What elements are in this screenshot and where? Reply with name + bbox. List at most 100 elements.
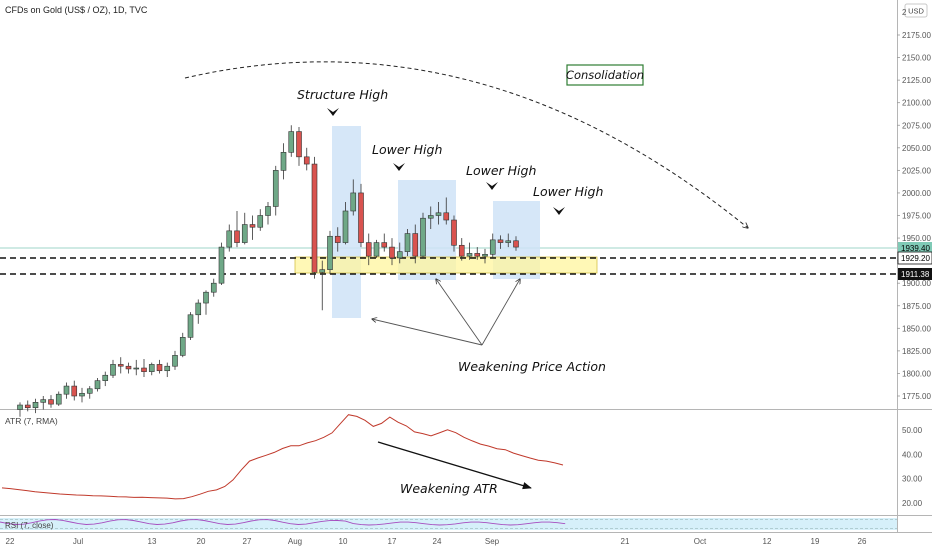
- candle[interactable]: [86, 388, 93, 394]
- candle[interactable]: [342, 210, 349, 243]
- candle[interactable]: [482, 254, 488, 257]
- candle[interactable]: [474, 253, 481, 257]
- candle[interactable]: [24, 404, 31, 409]
- candle[interactable]: [466, 253, 473, 257]
- atr-title: ATR (7, RMA): [5, 416, 58, 426]
- candle[interactable]: [505, 240, 512, 243]
- candle[interactable]: [513, 240, 519, 248]
- candle[interactable]: [381, 242, 388, 248]
- price-tick-label: 1825.00: [902, 347, 931, 356]
- time-tick-label: 21: [621, 537, 630, 546]
- candle[interactable]: [40, 399, 47, 403]
- candle[interactable]: [327, 235, 333, 270]
- price-tick-label: 1875.00: [902, 302, 931, 311]
- consolidation-zone: [294, 256, 598, 274]
- candle[interactable]: [210, 282, 217, 293]
- price-tick-label: 2025.00: [902, 166, 931, 175]
- candle[interactable]: [412, 233, 419, 257]
- candle[interactable]: [497, 239, 504, 243]
- candle[interactable]: [164, 365, 171, 372]
- price-axis[interactable]: 2175.00 2150.00 2125.00 2100.00 2075.00 2050.…: [897, 31, 931, 401]
- candle[interactable]: [79, 392, 85, 397]
- lower-high-label-1: Lower High: [372, 142, 442, 157]
- candle[interactable]: [389, 246, 395, 259]
- candle[interactable]: [117, 364, 124, 367]
- candle[interactable]: [125, 365, 132, 370]
- atr-line[interactable]: [1, 414, 564, 500]
- candle[interactable]: [272, 170, 279, 207]
- candle[interactable]: [148, 364, 155, 372]
- candle[interactable]: [458, 244, 465, 257]
- rsi-band: [0, 518, 897, 530]
- candlestick-series[interactable]: [17, 125, 519, 417]
- price-tick-label: 1950.00: [902, 234, 931, 243]
- rsi-line[interactable]: [0, 519, 566, 526]
- candle[interactable]: [257, 215, 264, 228]
- support-high-tag-bg: [897, 251, 932, 265]
- candle[interactable]: [55, 393, 62, 405]
- candle[interactable]: [203, 291, 209, 304]
- candle[interactable]: [133, 367, 140, 370]
- candle[interactable]: [489, 239, 496, 255]
- candle[interactable]: [280, 152, 287, 171]
- candle[interactable]: [319, 269, 326, 273]
- candle[interactable]: [358, 192, 364, 243]
- candle[interactable]: [451, 219, 457, 246]
- time-tick-label: Aug: [288, 537, 302, 546]
- price-tick-label: 1900.00: [902, 279, 931, 288]
- last-price-tag-bg: [898, 242, 932, 254]
- candle[interactable]: [187, 314, 194, 338]
- price-tick-label: 2050.00: [902, 144, 931, 153]
- candle[interactable]: [311, 163, 318, 273]
- candle[interactable]: [218, 246, 225, 284]
- candle[interactable]: [94, 380, 101, 390]
- candle[interactable]: [241, 224, 248, 243]
- currency-button[interactable]: [904, 3, 928, 18]
- lower-high-marker-icon-3: [553, 207, 565, 215]
- candle[interactable]: [365, 242, 372, 257]
- dashed-arc-annotation: [184, 61, 748, 228]
- candle[interactable]: [226, 230, 233, 248]
- candle[interactable]: [234, 230, 240, 243]
- candle[interactable]: [303, 156, 310, 165]
- candle[interactable]: [63, 385, 70, 395]
- candle[interactable]: [195, 302, 202, 316]
- atr-axis: 50.00 40.00 30.00 20.00: [902, 426, 923, 508]
- time-axis[interactable]: 22 Jul 13 20 27 Aug 10 17 24 Sep 21 Oct 12 19 26: [6, 537, 867, 546]
- candle[interactable]: [265, 206, 271, 216]
- currency-label: USD: [908, 7, 924, 16]
- candle[interactable]: [172, 355, 178, 367]
- candle[interactable]: [102, 374, 109, 381]
- candle[interactable]: [48, 399, 54, 405]
- price-tick-label: 1775.00: [902, 392, 931, 401]
- consolidation-box[interactable]: [566, 64, 644, 86]
- candle[interactable]: [156, 364, 163, 372]
- candle[interactable]: [296, 131, 302, 158]
- candle[interactable]: [435, 212, 442, 216]
- candle[interactable]: [334, 235, 341, 243]
- price-tick-partial: 2: [902, 8, 907, 17]
- candle[interactable]: [17, 404, 23, 410]
- time-tick-label: 22: [6, 537, 15, 546]
- candle[interactable]: [404, 233, 411, 252]
- candle[interactable]: [443, 212, 450, 221]
- candle[interactable]: [350, 192, 357, 212]
- candle[interactable]: [427, 215, 434, 219]
- candle[interactable]: [110, 364, 116, 376]
- candle[interactable]: [141, 367, 147, 372]
- candle[interactable]: [71, 385, 78, 397]
- candle[interactable]: [396, 251, 403, 259]
- lower-high-label-2: Lower High: [466, 163, 536, 178]
- rsi-title: RSI (7, close): [5, 521, 54, 530]
- symbol-title: CFDs on Gold (US$ / OZ), 1D, TVC: [5, 5, 148, 15]
- candle[interactable]: [373, 242, 380, 257]
- candle[interactable]: [249, 224, 256, 228]
- candle[interactable]: [288, 131, 295, 153]
- support-high-tag: 1929.20: [901, 254, 930, 263]
- candle[interactable]: [179, 337, 186, 356]
- candle[interactable]: [32, 402, 39, 409]
- time-tick-label: 17: [388, 537, 397, 546]
- candle[interactable]: [420, 217, 426, 257]
